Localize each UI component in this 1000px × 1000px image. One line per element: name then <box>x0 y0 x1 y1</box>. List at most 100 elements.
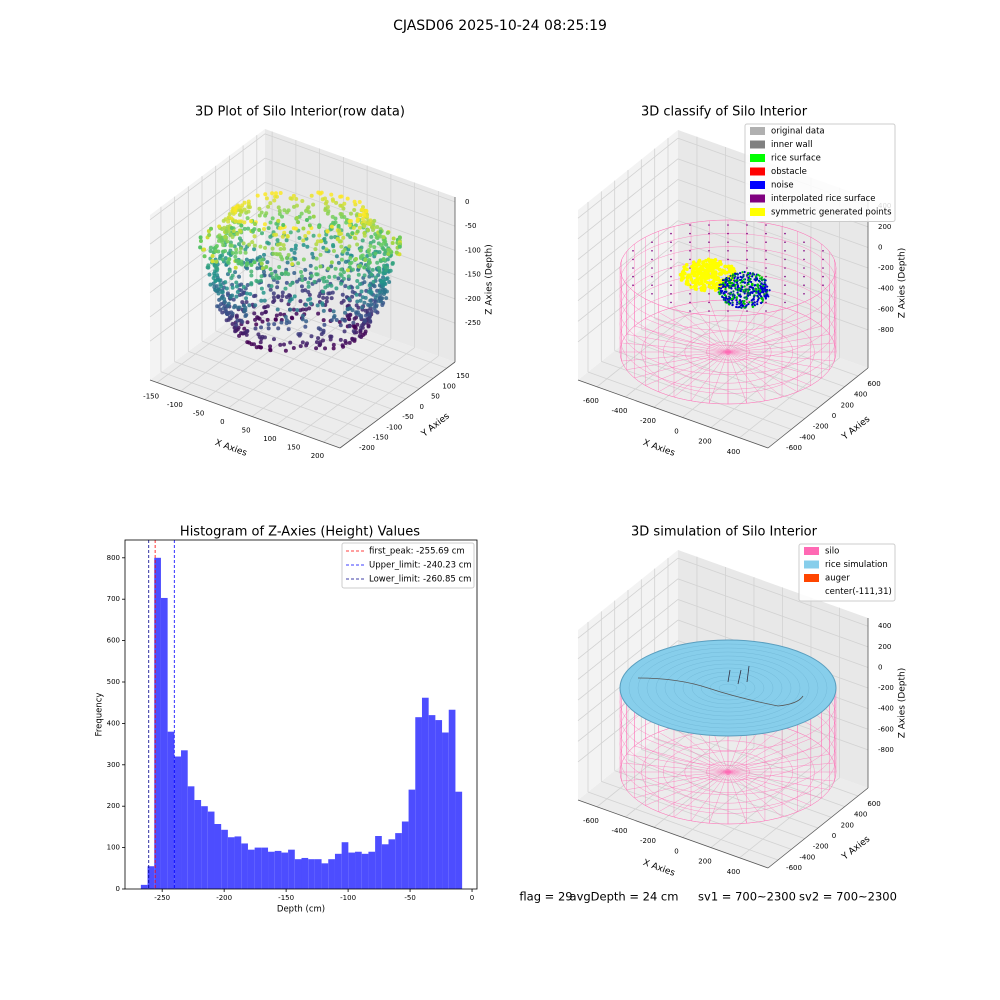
point-cloud <box>311 233 316 238</box>
z-tick-label: -200 <box>878 264 894 272</box>
rice-mesh <box>646 651 810 725</box>
rice-point <box>733 276 736 280</box>
rice-point <box>731 276 734 280</box>
point-cloud <box>294 197 299 202</box>
point-cloud <box>329 235 334 240</box>
point-cloud <box>369 234 374 239</box>
symmetric-point <box>706 272 711 277</box>
point-cloud <box>337 231 342 236</box>
symmetric-point <box>691 260 696 264</box>
interpolated-point <box>822 275 824 278</box>
symmetric-point <box>707 284 712 289</box>
point-cloud <box>323 346 328 351</box>
point-cloud <box>271 295 276 300</box>
point-cloud <box>349 260 354 265</box>
point-cloud <box>314 340 319 345</box>
pane <box>150 129 265 380</box>
symmetric-point <box>690 264 694 269</box>
rice-point <box>717 288 720 291</box>
point-cloud <box>303 324 308 329</box>
bar <box>381 844 389 889</box>
point-cloud <box>273 191 278 196</box>
silo-floor-spoke <box>727 300 747 353</box>
rice-point <box>722 292 725 295</box>
point-cloud <box>291 307 296 312</box>
rice-point <box>738 294 741 297</box>
point-cloud <box>258 244 263 249</box>
point-cloud <box>234 313 239 318</box>
point-cloud <box>198 238 203 243</box>
point-cloud <box>305 244 310 249</box>
legend-swatch <box>804 560 819 569</box>
interpolated-point <box>651 284 653 287</box>
interpolated-point <box>632 258 634 261</box>
grid-line <box>614 350 805 420</box>
axis-line <box>149 379 341 449</box>
point-cloud <box>373 295 378 300</box>
z-tick-label: 0 <box>878 663 882 671</box>
point-cloud <box>218 307 223 312</box>
point-cloud <box>347 324 352 329</box>
bar <box>268 851 275 889</box>
bar <box>442 732 449 889</box>
rice-point <box>729 285 732 288</box>
point-cloud <box>220 290 225 295</box>
point-cloud <box>207 272 212 277</box>
x-tick-label: 100 <box>263 435 276 443</box>
point-cloud <box>270 246 275 251</box>
point-cloud <box>269 284 274 289</box>
point-cloud <box>227 269 232 274</box>
symmetric-point <box>694 266 699 270</box>
point-cloud <box>327 275 332 280</box>
point-cloud <box>378 229 383 234</box>
grid-line <box>156 296 273 383</box>
silo-center <box>725 769 731 775</box>
point-cloud <box>328 334 333 339</box>
silo-floor-spoke <box>673 771 729 818</box>
bar <box>361 853 369 889</box>
bar <box>301 857 309 889</box>
point-cloud <box>347 313 352 318</box>
point-cloud <box>289 196 294 201</box>
point-cloud <box>220 257 225 262</box>
point-cloud <box>292 250 297 255</box>
point-cloud <box>242 326 247 331</box>
point-cloud <box>221 306 226 311</box>
rice-point <box>748 301 751 304</box>
silo-floor-spoke <box>690 302 729 353</box>
point-cloud <box>275 238 280 243</box>
point-cloud <box>239 288 244 293</box>
point-cloud <box>220 239 225 244</box>
point-cloud <box>278 312 283 317</box>
point-cloud <box>265 317 270 322</box>
y-tick-label: 400 <box>854 811 867 819</box>
point-cloud <box>268 347 273 352</box>
point-cloud <box>371 239 376 244</box>
point-cloud <box>311 214 316 219</box>
point-cloud <box>345 196 350 201</box>
grid-line <box>627 339 819 409</box>
point-cloud <box>329 283 334 288</box>
grid-line <box>149 182 266 269</box>
point-cloud <box>233 254 238 259</box>
bar <box>421 697 429 889</box>
rice-point <box>763 281 766 284</box>
point-cloud <box>378 259 383 264</box>
point-cloud <box>383 265 388 270</box>
z-axis-label: Z Axies (Depth) <box>898 248 908 319</box>
point-cloud <box>283 348 288 353</box>
point-cloud <box>280 214 285 219</box>
silo-floor-spoke <box>727 351 783 398</box>
interpolated-point <box>727 310 729 312</box>
silo-floor-spoke <box>621 351 729 362</box>
x-tick-label: -250 <box>154 894 170 902</box>
interpolated-point <box>765 224 767 226</box>
x-axis-label: X Axies <box>641 858 676 879</box>
point-cloud <box>278 242 283 247</box>
interpolated-point <box>803 241 805 243</box>
legend-label: interpolated rice surface <box>771 194 876 204</box>
grid-line <box>577 578 679 660</box>
point-cloud <box>245 328 250 333</box>
point-cloud <box>292 294 297 299</box>
point-cloud <box>303 234 308 239</box>
